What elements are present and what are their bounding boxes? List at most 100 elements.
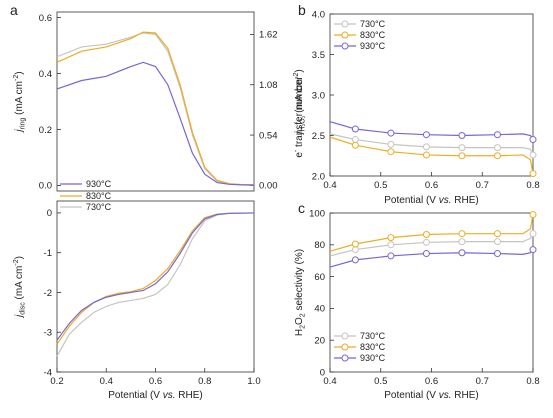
panel-c-marker-830	[458, 230, 466, 238]
panel-b-marker-830	[387, 148, 395, 156]
panel-a-top-series-730	[56, 32, 255, 186]
panel-b-marker-730	[529, 151, 537, 159]
panel-c-marker-730	[387, 241, 395, 249]
panel-letter-c: c	[298, 200, 305, 216]
panel-a-bottom-x-tick-label: 0.6	[149, 376, 162, 387]
panel-c-marker-930	[351, 256, 359, 264]
panel-a-bottom-plot-frame	[56, 200, 255, 373]
panel-b-marker-930	[458, 132, 466, 139]
panel-a-bottom-series-930	[56, 212, 255, 341]
panel-a-bottom-x-axis-title: Potential (V vs. RHE)	[108, 390, 203, 401]
panel-c-y-axis-title: H2O2 selectivity (%)	[294, 249, 307, 336]
panel-b-series-930	[329, 121, 534, 140]
panel-c-x-tick-label: 0.7	[476, 376, 489, 387]
panel-a-bottom-y-axis-title: jdisc (mA cm-2)	[13, 256, 27, 319]
panel-c-x-tick-label: 0.6	[425, 376, 438, 387]
panel-b-series-730	[329, 133, 534, 156]
panel-b-y-tick-label: 3.5	[312, 50, 325, 61]
panel-letter-b: b	[298, 2, 306, 18]
panel-a-top-y2-axis-title: jH₂O₂ (mA cm-2)	[293, 69, 307, 135]
panel-a-top-series-930	[56, 61, 255, 186]
panel-a-top-y-tick-label: 0.0	[39, 181, 52, 192]
c-legend-marker	[341, 354, 349, 362]
panel-b-marker-730	[422, 143, 430, 151]
panel-a-bottom-x-tick-label: 0.4	[100, 376, 113, 387]
panel-b-marker-730	[493, 144, 501, 152]
panel-b-y-axis-title: e- transfer number	[293, 76, 305, 158]
panel-b-y-tick-label: 4.0	[312, 9, 325, 20]
panel-b-marker-930	[351, 125, 359, 133]
panel-c-y-tick-label: 80	[314, 240, 325, 251]
panel-letter-a: a	[10, 2, 18, 18]
plots-layer: 0.0 0.2 0.4 0.6 0.00 0.54 1.08 1.62 jring (mA cm…	[13, 9, 540, 401]
panel-a-top-plot-frame	[56, 11, 255, 192]
a_bottom-legend-label: 730°C	[86, 202, 112, 212]
panel-b-marker-930	[422, 131, 430, 139]
panel-c-x-axis-title: Potential (V vs. RHE)	[384, 390, 479, 401]
panel-b-marker-830	[493, 152, 501, 160]
panel-a-top-y-tick-label: 0.2	[39, 125, 52, 136]
c-legend-marker	[341, 332, 349, 340]
panel-a-bottom-y-tick-label: -1	[44, 248, 52, 259]
panel-b-marker-730	[387, 140, 395, 148]
panel-c-y-tick-label: 0	[320, 367, 325, 378]
panel-b-x-axis-title: Potential (V vs. RHE)	[384, 195, 479, 206]
panel-b-x-tick-label: 0.5	[374, 180, 387, 191]
panel-c-marker-730	[493, 238, 501, 246]
panel-a-top-series-830	[56, 31, 255, 186]
panel-c-y-tick-label: 100	[309, 208, 325, 219]
panel-a-bottom-x-tick-label: 0.2	[50, 376, 63, 387]
panel-b-marker-830	[458, 152, 466, 160]
panel-c-marker-830	[422, 230, 430, 238]
panel-c-marker-930	[529, 246, 537, 254]
panel-c-marker-930	[458, 249, 466, 257]
panel-c-marker-830	[351, 240, 359, 248]
panel-a-top-y2-tick-label: 0.54	[259, 130, 278, 141]
panel-b-x-tick-label: 0.8	[526, 180, 539, 191]
c-legend-label: 930°C	[360, 353, 386, 363]
panel-c-marker-930	[422, 250, 430, 258]
panel-a-top-y-tick-label: 0.4	[39, 69, 52, 80]
b-legend-marker	[341, 42, 349, 50]
panel-a-top-y2-tick-label: 1.62	[259, 30, 278, 41]
panel-c-marker-730	[529, 230, 537, 238]
panel-b-marker-830	[529, 170, 537, 178]
panel-a-bottom-series-730	[56, 212, 255, 357]
panel-c-marker-830	[493, 230, 501, 238]
c-legend-marker	[341, 343, 349, 351]
b-legend-marker	[341, 20, 349, 28]
panel-a-bottom-y-tick-label: 0	[47, 208, 52, 219]
panel-c-x-tick-label: 0.5	[374, 376, 387, 387]
panel-b-series-830	[329, 136, 534, 174]
b-legend-marker	[341, 31, 349, 39]
panel-c-marker-930	[493, 250, 501, 258]
panel-a-bottom-y-tick-label: -3	[44, 328, 52, 339]
panel-b-marker-730	[458, 144, 466, 152]
c-legend-label: 830°C	[360, 342, 386, 352]
panel-a-bottom-x-tick-label: 0.8	[198, 376, 211, 387]
panel-c-marker-830	[387, 234, 395, 242]
a_top-legend-label: 930°C	[86, 179, 112, 189]
panel-b-marker-930	[493, 131, 501, 139]
c-legend-label: 730°C	[360, 331, 386, 341]
panel-c-x-tick-label: 0.8	[526, 376, 539, 387]
panel-b-x-tick-label: 0.4	[323, 180, 336, 191]
panel-c-y-tick-label: 60	[314, 272, 325, 283]
a_bottom-legend-label: 830°C	[86, 191, 112, 201]
panel-b-x-tick-label: 0.7	[476, 180, 489, 191]
panel-c-series-930	[329, 249, 534, 268]
panel-b-marker-830	[351, 141, 359, 149]
panel-b-y-tick-label: 2.5	[312, 131, 325, 142]
panel-b-marker-930	[529, 136, 537, 144]
b-legend-label: 930°C	[360, 41, 386, 51]
panel-c-series-830	[329, 214, 534, 252]
panel-c-y-tick-label: 40	[314, 304, 325, 315]
panel-b-marker-930	[387, 129, 395, 137]
panel-a-top-y-axis-title: jring (mA cm-2)	[13, 71, 27, 133]
panel-a-top-y-tick-label: 0.6	[39, 13, 52, 24]
panel-a-bottom-x-tick-label: 1.0	[247, 376, 260, 387]
panel-c-y-tick-label: 20	[314, 336, 325, 347]
panel-a-bottom-y-tick-label: -4	[44, 367, 52, 378]
panel-b-marker-830	[422, 151, 430, 159]
panel-b-y-tick-label: 3.0	[312, 90, 325, 101]
